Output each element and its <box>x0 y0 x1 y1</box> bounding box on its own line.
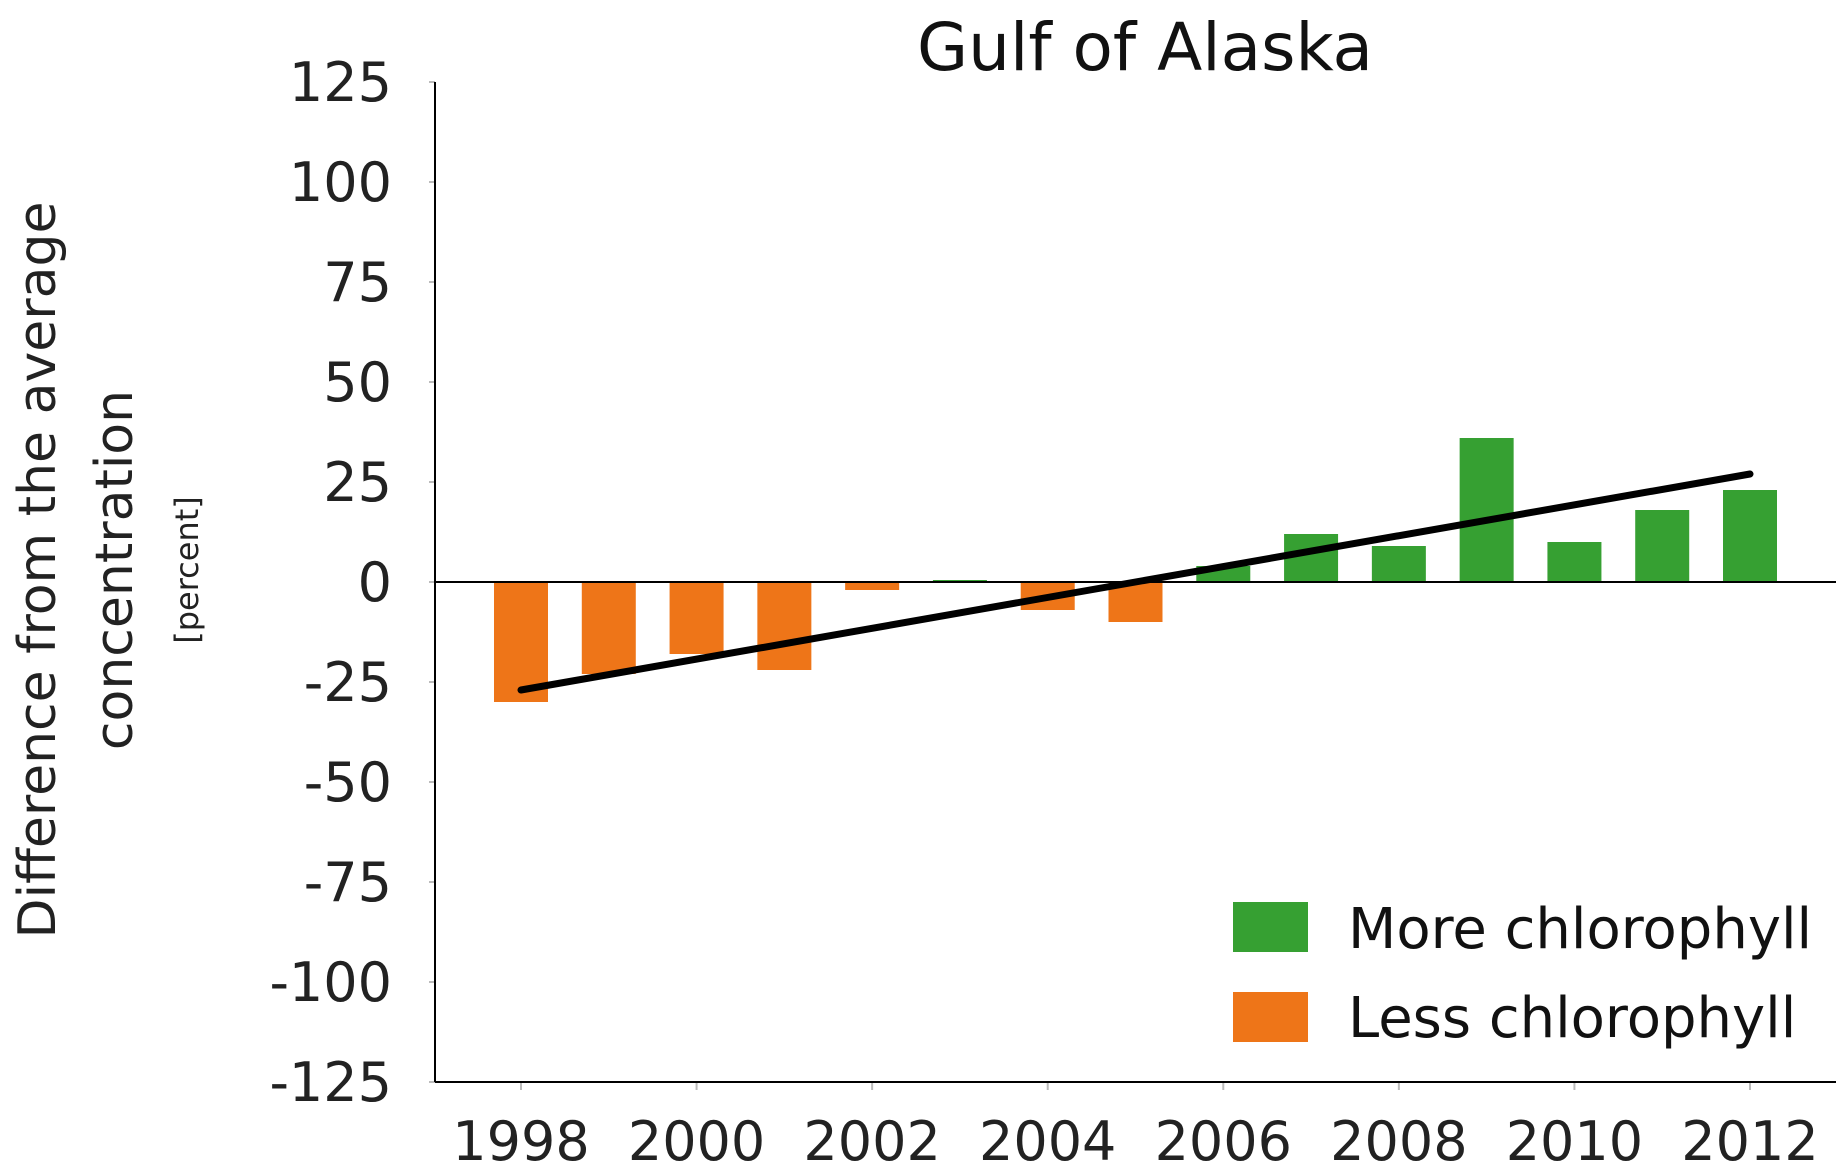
legend-swatch-more <box>1233 902 1308 952</box>
bar-2008 <box>1371 546 1426 582</box>
x-tick-label: 2000 <box>628 1110 765 1162</box>
y-tick-label: 75 <box>323 251 392 314</box>
bar-2011 <box>1635 510 1690 582</box>
y-axis-label-line-1: Difference from the average <box>8 202 68 939</box>
y-tick-label: -25 <box>304 651 392 714</box>
y-tick-label: -50 <box>304 751 392 814</box>
bar-2010 <box>1547 542 1602 582</box>
y-tick-label: 50 <box>323 351 392 414</box>
bar-series <box>494 438 1777 702</box>
x-tick-label: 2002 <box>803 1110 940 1162</box>
y-axis-label: Difference from the average concentratio… <box>8 202 206 939</box>
x-tick-label: 2008 <box>1330 1110 1467 1162</box>
y-tick-label: 25 <box>323 451 392 514</box>
y-axis-tick-labels: 125 100 75 50 25 0 -25 -50 -75 -100 -125 <box>269 51 392 1114</box>
trend-line <box>517 470 1754 694</box>
y-tick-label: -100 <box>269 951 392 1014</box>
x-axis-tick-labels: 1998 2000 2002 2004 2006 2008 2010 2012 <box>452 1110 1818 1162</box>
bar-2012 <box>1723 490 1777 582</box>
y-tick-label: -75 <box>304 851 392 914</box>
x-tick-label: 2012 <box>1681 1110 1818 1162</box>
bar-2009 <box>1459 438 1514 582</box>
bar-1998 <box>494 582 548 702</box>
bar-1999 <box>581 582 636 674</box>
chart-title: Gulf of Alaska <box>917 9 1373 86</box>
y-tick-label: 100 <box>289 151 392 214</box>
y-tick-label: 0 <box>358 551 392 614</box>
legend: More chlorophyll Less chlorophyll <box>1233 897 1812 1051</box>
y-axis-ticks <box>429 81 1751 1090</box>
y-axis-label-line-2: concentration <box>85 390 145 750</box>
x-tick-label: 2010 <box>1506 1110 1643 1162</box>
legend-label-less: Less chlorophyll <box>1348 986 1796 1051</box>
bar-2007 <box>1284 534 1339 582</box>
legend-label-more: More chlorophyll <box>1348 897 1812 962</box>
x-tick-label: 1998 <box>452 1110 589 1162</box>
y-axis-unit: [percent] <box>168 496 206 644</box>
x-tick-label: 2004 <box>979 1110 1116 1162</box>
y-tick-label: -125 <box>269 1051 392 1114</box>
y-tick-label: 125 <box>289 51 392 114</box>
bar-2000 <box>669 582 724 654</box>
bar-2002 <box>845 582 900 590</box>
bar-2001 <box>757 582 812 670</box>
x-tick-label: 2006 <box>1155 1110 1292 1162</box>
legend-swatch-less <box>1233 992 1308 1042</box>
